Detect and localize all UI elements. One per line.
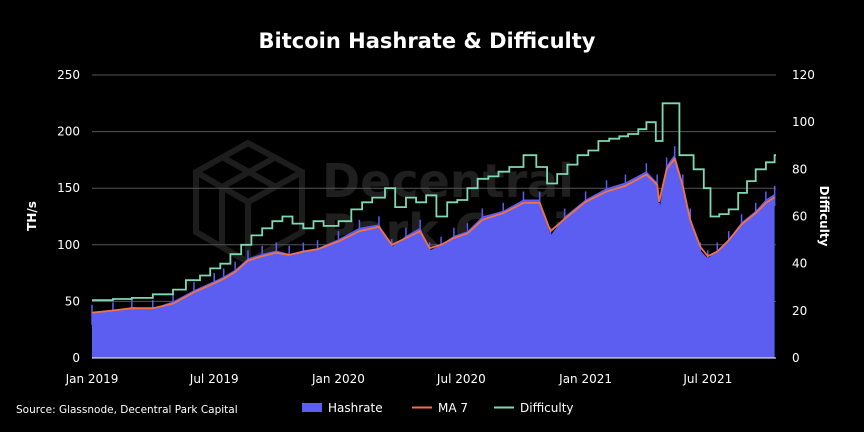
right-axis-title: Difficulty bbox=[817, 186, 831, 247]
right-tick-label: 20 bbox=[792, 304, 807, 318]
left-tick-label: 200 bbox=[57, 125, 80, 139]
left-axis-title: TH/s bbox=[25, 201, 39, 231]
right-tick-label: 40 bbox=[792, 257, 807, 271]
right-axis-ticks: 0 20 40 60 80 100 120 bbox=[792, 68, 815, 365]
x-tick-label: Jul 2019 bbox=[189, 372, 239, 386]
watermark-line-1: Decentral bbox=[322, 154, 574, 208]
chart-title: Bitcoin Hashrate & Difficulty bbox=[259, 29, 596, 53]
legend-label: Difficulty bbox=[520, 401, 574, 415]
hashrate-area bbox=[92, 154, 775, 358]
lines-layer bbox=[91, 102, 776, 314]
left-tick-label: 150 bbox=[57, 181, 80, 195]
right-tick-label: 0 bbox=[792, 351, 800, 365]
legend: Hashrate MA 7 Difficulty bbox=[302, 401, 574, 415]
ma7-line bbox=[91, 156, 776, 314]
left-axis-ticks: 0 50 100 150 200 250 bbox=[57, 68, 80, 365]
x-tick-label: Jan 2019 bbox=[65, 372, 119, 386]
right-tick-label: 100 bbox=[792, 115, 815, 129]
x-tick-label: Jan 2020 bbox=[311, 372, 365, 386]
legend-label: MA 7 bbox=[438, 401, 468, 415]
legend-swatch-hashrate bbox=[302, 403, 322, 412]
source-note: Source: Glassnode, Decentral Park Capita… bbox=[16, 404, 238, 416]
left-tick-label: 250 bbox=[57, 68, 80, 82]
difficulty-line bbox=[92, 102, 776, 302]
right-tick-label: 120 bbox=[792, 68, 815, 82]
left-tick-label: 100 bbox=[57, 238, 80, 252]
left-tick-label: 50 bbox=[65, 294, 80, 308]
right-tick-label: 60 bbox=[792, 210, 807, 224]
legend-label: Hashrate bbox=[328, 401, 383, 415]
x-tick-label: Jul 2021 bbox=[682, 372, 732, 386]
left-tick-label: 0 bbox=[72, 351, 80, 365]
x-axis-ticks: Jan 2019 Jul 2019 Jan 2020 Jul 2020 Jan 2021… bbox=[65, 372, 733, 386]
right-tick-label: 80 bbox=[792, 162, 807, 176]
x-tick-label: Jan 2021 bbox=[558, 372, 612, 386]
x-tick-label: Jul 2020 bbox=[436, 372, 486, 386]
